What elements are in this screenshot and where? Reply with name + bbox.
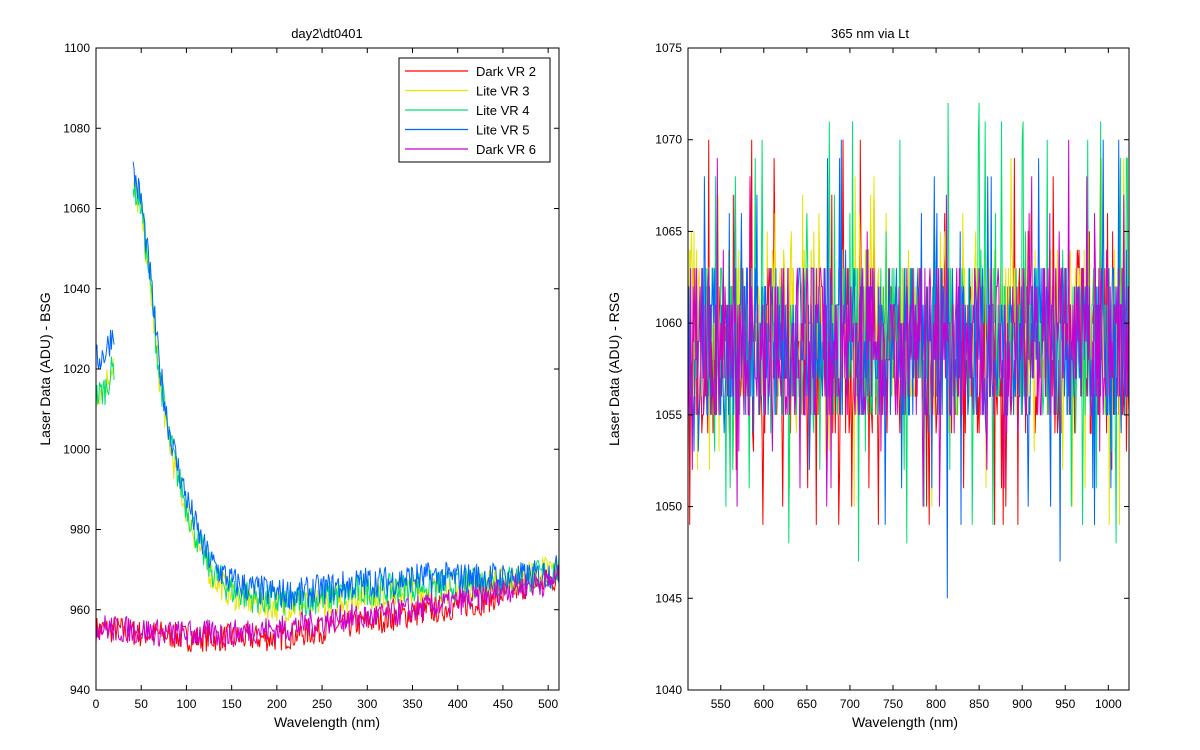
y-tick-label: 960 [70,603,90,617]
series-line-2 [95,181,560,622]
series-line-4 [95,161,560,610]
left-series-group [95,161,560,653]
legend-label: Lite VR 3 [476,84,529,99]
x-tick-label: 400 [448,697,468,711]
x-tick-label: 0 [93,697,100,711]
y-tick-label: 1045 [655,591,682,605]
y-tick-label: 1050 [655,500,682,514]
legend: Dark VR 2 Lite VR 3 Lite VR 4 Lite VR 5 Dark… [398,57,551,163]
y-tick-label: 1060 [63,202,90,216]
legend-label: Lite VR 5 [476,123,529,138]
x-tick-label: 900 [1012,697,1032,711]
left-y-axis-label: Laser Data (ADU) - BSG [37,292,53,445]
x-tick-label: 650 [797,697,817,711]
right-plot-frame [687,47,1130,691]
x-tick-label: 550 [711,697,731,711]
left-x-axis-label: Wavelength (nm) [274,714,380,730]
x-tick-label: 200 [267,697,287,711]
x-tick-label: 150 [222,697,242,711]
right-y-ticks: 1040 1045 1050 1055 1060 1065 1070 1075 [655,41,1129,697]
x-tick-label: 50 [135,697,149,711]
right-x-axis-label: Wavelength (nm) [852,714,958,730]
y-tick-label: 1075 [655,41,682,55]
y-tick-label: 1000 [63,442,90,456]
right-x-ticks: 550 600 650 700 750 800 850 900 950 1000 [711,48,1122,711]
right-chart-title: 365 nm via Lt [831,26,909,41]
x-tick-label: 1000 [1095,697,1122,711]
y-tick-label: 1060 [655,316,682,330]
right-plot: 365 nm via Lt 550 600 650 700 750 800 850 900 95… [606,26,1130,730]
x-tick-label: 750 [883,697,903,711]
y-tick-label: 1020 [63,362,90,376]
legend-label: Lite VR 4 [476,103,529,118]
left-y-ticks: 940 960 980 1000 1020 1040 1060 1080 1100 [63,41,559,697]
x-tick-label: 850 [969,697,989,711]
series-line-3 [95,175,560,617]
left-chart-title: day2\dt0401 [291,26,363,41]
x-tick-label: 350 [402,697,422,711]
left-plot: day2\dt0401 0 50 100 150 200 250 300 350 400 450 5… [37,26,560,730]
legend-label: Dark VR 2 [476,64,536,79]
x-tick-label: 600 [754,697,774,711]
y-tick-label: 1055 [655,408,682,422]
series-line-4 [687,139,1130,599]
y-tick-label: 940 [70,683,90,697]
y-tick-label: 1040 [63,282,90,296]
x-tick-label: 800 [926,697,946,711]
y-tick-label: 980 [70,523,90,537]
right-y-axis-label: Laser Data (ADU) - RSG [606,292,622,446]
y-tick-label: 1080 [63,121,90,135]
y-tick-label: 1100 [64,41,90,55]
y-tick-label: 1040 [655,683,682,697]
x-tick-label: 950 [1055,697,1075,711]
x-tick-label: 100 [176,697,196,711]
x-tick-label: 700 [840,697,860,711]
y-tick-label: 1065 [655,224,682,238]
y-tick-label: 1070 [655,133,682,147]
x-tick-label: 450 [493,697,513,711]
x-tick-label: 250 [312,697,332,711]
right-series-group [687,102,1130,599]
series-line-5 [95,564,560,647]
legend-label: Dark VR 6 [476,142,536,157]
left-x-ticks: 0 50 100 150 200 250 300 350 400 450 500 [93,48,558,711]
x-tick-label: 300 [357,697,377,711]
series-line-5 [687,139,1130,507]
x-tick-label: 500 [538,697,558,711]
